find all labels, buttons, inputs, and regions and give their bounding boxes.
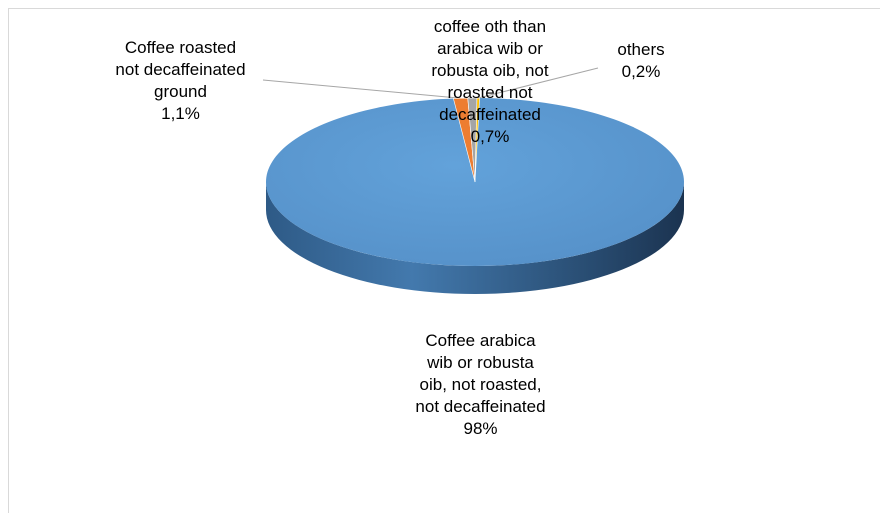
pie-top (266, 97, 685, 266)
label-line: others (617, 40, 665, 59)
data-label-roasted: Coffee roasted not decaffeinated ground … (88, 37, 273, 125)
label-line: not decaffeinated (115, 60, 246, 79)
label-line: ground (154, 82, 207, 101)
label-line: robusta oib, not (431, 61, 549, 80)
label-line: coffee oth than (433, 17, 547, 36)
leader-line (478, 67, 599, 99)
pie-side (266, 182, 684, 294)
label-line: oib, not roasted, (419, 375, 542, 394)
data-label-others: others 0,2% (596, 39, 686, 83)
label-line: Coffee arabica (425, 331, 536, 350)
label-line: arabica wib or (437, 39, 543, 58)
label-value: 98% (463, 419, 498, 438)
label-line: wib or robusta (427, 353, 534, 372)
label-line: not decaffeinated (415, 397, 546, 416)
label-value: 0,7% (470, 127, 510, 146)
slice-others (474, 97, 480, 183)
label-value: 1,1% (161, 104, 200, 123)
pie-side-wall (266, 182, 684, 294)
label-line: roasted not (447, 83, 533, 102)
data-label-arabica: Coffee arabica wib or robusta oib, not r… (388, 330, 573, 440)
label-line: Coffee roasted (124, 38, 237, 57)
data-label-other-coffee: coffee oth than arabica wib or robusta o… (410, 16, 570, 148)
leader-line (262, 79, 461, 99)
label-line: decaffeinated (439, 105, 541, 124)
leader-lines (262, 67, 599, 99)
label-value: 0,2% (621, 62, 661, 81)
